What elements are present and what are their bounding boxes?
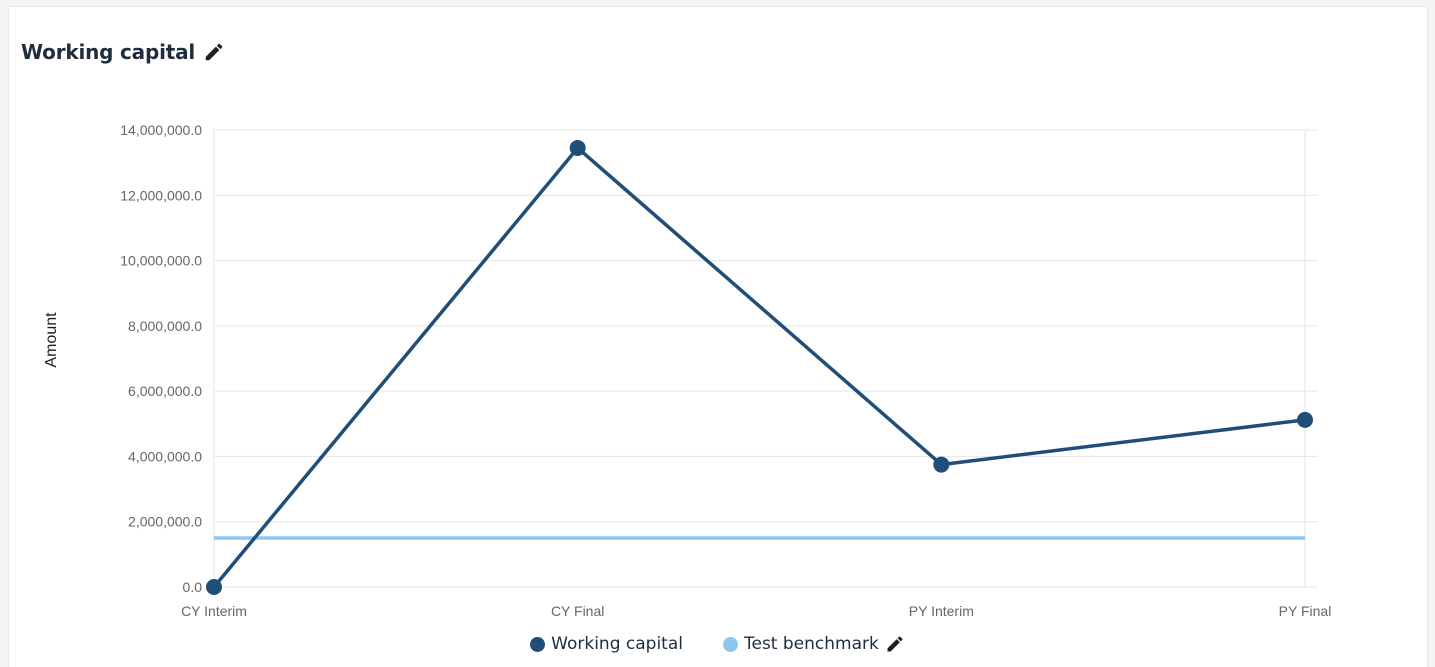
- y-tick-label: 12,000,000.0: [120, 187, 202, 203]
- legend-item-working-capital[interactable]: Working capital: [530, 634, 683, 654]
- legend-label-test-benchmark: Test benchmark: [743, 634, 879, 654]
- legend-marker-test-benchmark: [722, 636, 738, 652]
- grid-lines: [213, 129, 1318, 588]
- y-tick-label: 6,000,000.0: [128, 383, 202, 399]
- y-axis-label: Amount: [43, 312, 60, 368]
- data-point-working-capital[interactable]: [206, 579, 222, 595]
- data-point-working-capital[interactable]: [569, 139, 586, 156]
- x-tick-label: CY Final: [551, 603, 604, 619]
- legend-marker-working-capital: [530, 636, 546, 652]
- y-tick-label: 8,000,000.0: [128, 318, 202, 334]
- series-line-working-capital: [212, 146, 1306, 589]
- y-tick-label: 2,000,000.0: [128, 514, 202, 530]
- card-title: Working capital: [21, 40, 196, 64]
- axes: 0.0 2,000,000.0 4,000,000.0 6,000,000.0 8,00…: [120, 122, 1331, 619]
- x-tick-label: PY Final: [1279, 603, 1332, 619]
- pencil-icon[interactable]: [885, 634, 905, 654]
- working-capital-card: [8, 6, 1428, 667]
- series: [206, 139, 1313, 595]
- x-tick-label: PY Interim: [909, 603, 974, 619]
- y-tick-label: 0.0: [183, 579, 203, 595]
- legend-label-working-capital: Working capital: [551, 634, 683, 654]
- y-tick-label: 4,000,000.0: [128, 448, 202, 464]
- y-tick-label: 10,000,000.0: [120, 253, 202, 269]
- y-tick-label: 14,000,000.0: [120, 122, 202, 138]
- legend-item-test-benchmark[interactable]: Test benchmark: [722, 634, 905, 654]
- card-header: Working capital: [21, 40, 225, 64]
- x-tick-label: CY Interim: [181, 603, 247, 619]
- chart-legend: Working capital Test benchmark: [0, 634, 1435, 654]
- pencil-icon[interactable]: [203, 41, 225, 63]
- data-point-working-capital[interactable]: [1297, 411, 1313, 428]
- data-point-working-capital[interactable]: [933, 456, 950, 473]
